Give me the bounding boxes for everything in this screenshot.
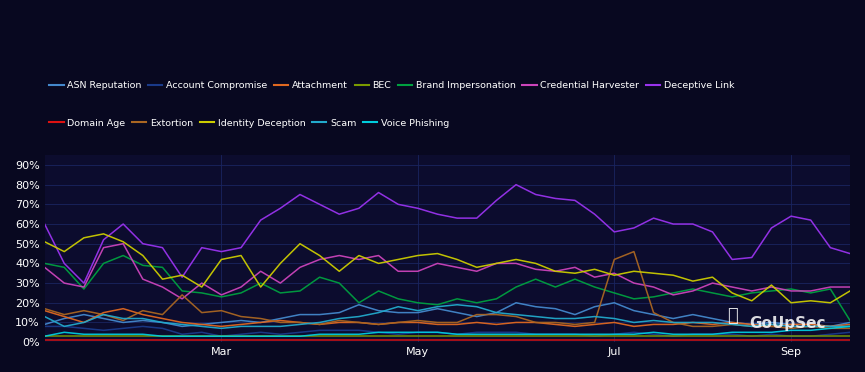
Legend: Domain Age, Extortion, Identity Deception, Scam, Voice Phishing: Domain Age, Extortion, Identity Deceptio… xyxy=(49,119,449,128)
Text: 👻: 👻 xyxy=(727,307,738,325)
Text: GoUpSec: GoUpSec xyxy=(749,316,826,331)
